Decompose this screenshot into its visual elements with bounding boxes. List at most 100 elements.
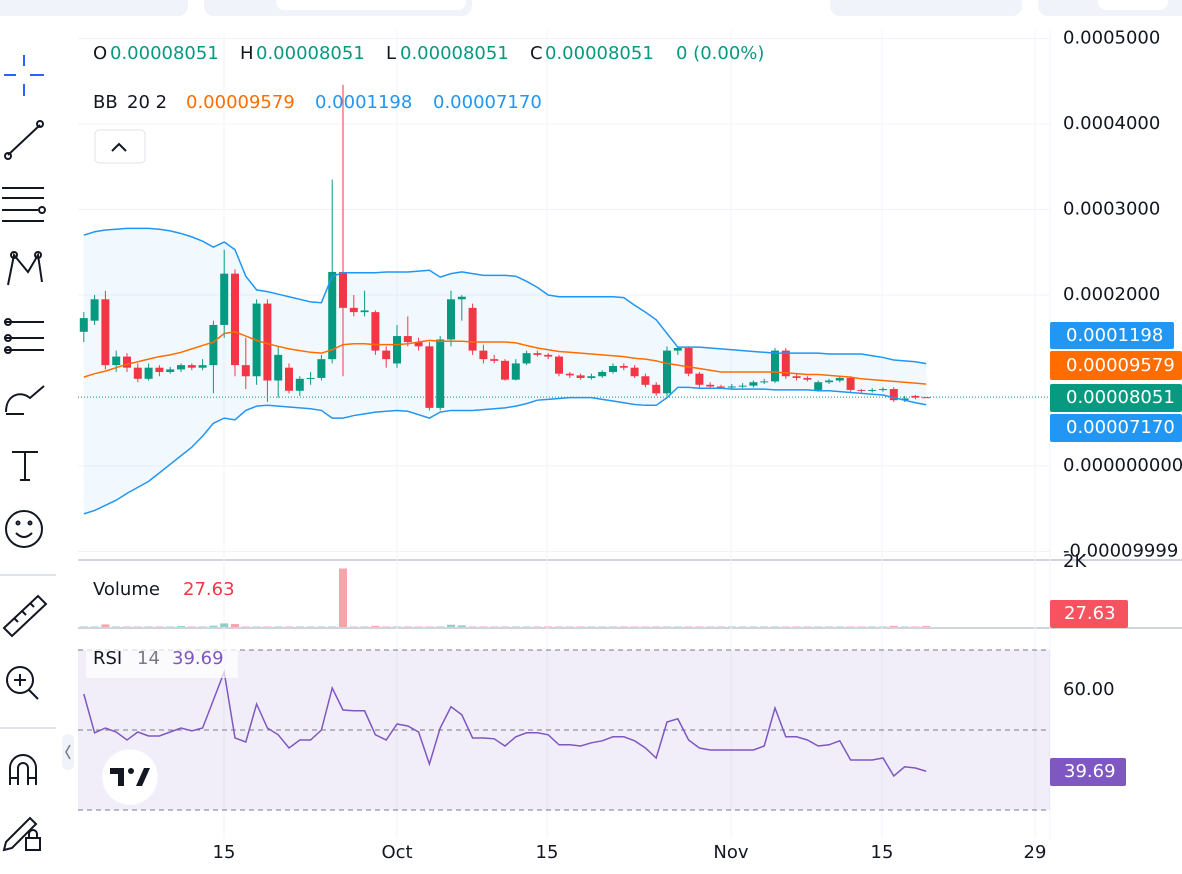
volume-bar xyxy=(177,626,185,627)
candle-body xyxy=(598,371,607,377)
volume-bar xyxy=(447,624,455,627)
candle-body xyxy=(652,384,661,394)
candle-body xyxy=(609,365,617,372)
indicator-value: 0.0001198 xyxy=(315,92,412,113)
candle-body xyxy=(285,367,293,391)
volume-bar xyxy=(371,625,380,627)
badge-bg xyxy=(1050,414,1182,442)
volume-bar xyxy=(101,624,110,627)
emoji-tool[interactable] xyxy=(5,510,43,548)
x-tick-label: 15 xyxy=(213,842,236,863)
badge-label: 0.00007170 xyxy=(1066,417,1175,438)
candle-body xyxy=(771,350,779,382)
top-tab[interactable] xyxy=(0,0,188,16)
volume-bar xyxy=(339,568,347,627)
candle-body xyxy=(90,299,99,321)
ruler-tool[interactable] xyxy=(2,594,48,638)
indicator-value: 27.63 xyxy=(183,579,235,600)
candle-body xyxy=(263,303,272,381)
candle-body xyxy=(911,395,920,398)
tv-logo[interactable] xyxy=(101,748,159,806)
volume-bar xyxy=(457,625,466,627)
toolbar xyxy=(0,55,56,852)
collapse-arrow xyxy=(65,744,71,760)
legend-value: 0.00008051 xyxy=(545,43,654,64)
candle-body xyxy=(825,380,833,383)
candle-body xyxy=(295,378,304,391)
candle-body xyxy=(727,386,736,388)
candle-body xyxy=(663,350,671,394)
indicator-params: 20 2 xyxy=(127,92,167,113)
candle-body xyxy=(565,373,574,376)
candle-body xyxy=(760,381,769,383)
candle-body xyxy=(619,365,628,368)
magnet-tool[interactable] xyxy=(9,754,37,785)
legend-label: L xyxy=(386,43,396,64)
crosshair-tool[interactable] xyxy=(4,55,44,96)
candle-body xyxy=(425,346,434,408)
volume-bar xyxy=(231,624,239,627)
candle-body xyxy=(490,359,499,361)
volume-legend: Volume 27.63 xyxy=(93,579,235,600)
brush-tool[interactable] xyxy=(5,385,45,415)
legend-change: 0 (0.00%) xyxy=(676,43,764,64)
candle-body xyxy=(79,318,88,332)
candle-body xyxy=(695,373,704,385)
candle-body xyxy=(641,376,650,385)
candle-body xyxy=(198,365,207,368)
candle-body xyxy=(544,354,553,357)
price-badges: 0.0001198 0.00009579 0.00008051 0.000071… xyxy=(1050,322,1182,786)
badge-label: 0.00009579 xyxy=(1066,355,1175,376)
collapse-legend-button[interactable] xyxy=(94,129,146,164)
candle-body xyxy=(101,299,110,366)
candle-body xyxy=(501,360,509,380)
candle-body xyxy=(684,348,693,374)
legend-label: H xyxy=(240,43,254,64)
legend-value: 0.00008051 xyxy=(400,43,509,64)
candle-body xyxy=(468,307,477,351)
candle-body xyxy=(555,356,563,374)
bb-lower xyxy=(83,386,927,515)
legend-value: 0.00008051 xyxy=(110,43,219,64)
y-tick-label: 0.000000000 xyxy=(1063,455,1182,476)
indicator-value: 39.69 xyxy=(172,648,224,669)
collapse-handle[interactable] xyxy=(62,734,74,770)
y-tick-label: 0.0003000 xyxy=(1063,199,1160,220)
top-tab[interactable] xyxy=(830,0,1022,16)
candle-body xyxy=(349,307,358,313)
lock-tool[interactable] xyxy=(2,816,41,852)
candle-body xyxy=(112,356,121,366)
candle-body xyxy=(922,397,931,399)
bb-legend[interactable]: BB 20 2 0.00009579 0.0001198 0.00007170 xyxy=(93,92,542,113)
y-tick-label: 0.0005000 xyxy=(1063,28,1160,49)
candle-body xyxy=(900,398,909,401)
x-tick-label: 29 xyxy=(1024,842,1047,863)
candle-body xyxy=(187,365,196,368)
ohlc-legend: O 0.00008051 H 0.00008051 L 0.00008051 C… xyxy=(93,43,764,64)
forecast-tool[interactable] xyxy=(4,318,44,354)
badge-label: 39.69 xyxy=(1064,761,1116,782)
top-field[interactable] xyxy=(1098,0,1168,10)
legend-label: O xyxy=(93,43,107,64)
rsi-legend: RSI 14 39.69 xyxy=(93,648,224,669)
pattern-tool[interactable] xyxy=(7,251,43,286)
trendline-tool[interactable] xyxy=(4,120,44,160)
top-field[interactable] xyxy=(276,0,466,10)
volume-bar xyxy=(209,625,218,627)
badge-bg xyxy=(1050,384,1182,412)
candle-body xyxy=(792,376,801,378)
candle-body xyxy=(857,389,866,391)
candle-body xyxy=(479,350,488,360)
candle-body xyxy=(587,376,596,378)
candle-body xyxy=(393,336,401,364)
zoom-tool[interactable] xyxy=(6,666,39,700)
rsi-tick-label: 60.00 xyxy=(1063,679,1115,700)
candle-body xyxy=(717,386,725,388)
fib-tool[interactable] xyxy=(2,187,46,222)
x-tick-label: Oct xyxy=(381,842,412,863)
text-tool[interactable] xyxy=(12,451,38,481)
badge-label: 27.63 xyxy=(1064,603,1116,624)
legend-value: 0.00008051 xyxy=(256,43,365,64)
candle-body xyxy=(868,389,877,391)
